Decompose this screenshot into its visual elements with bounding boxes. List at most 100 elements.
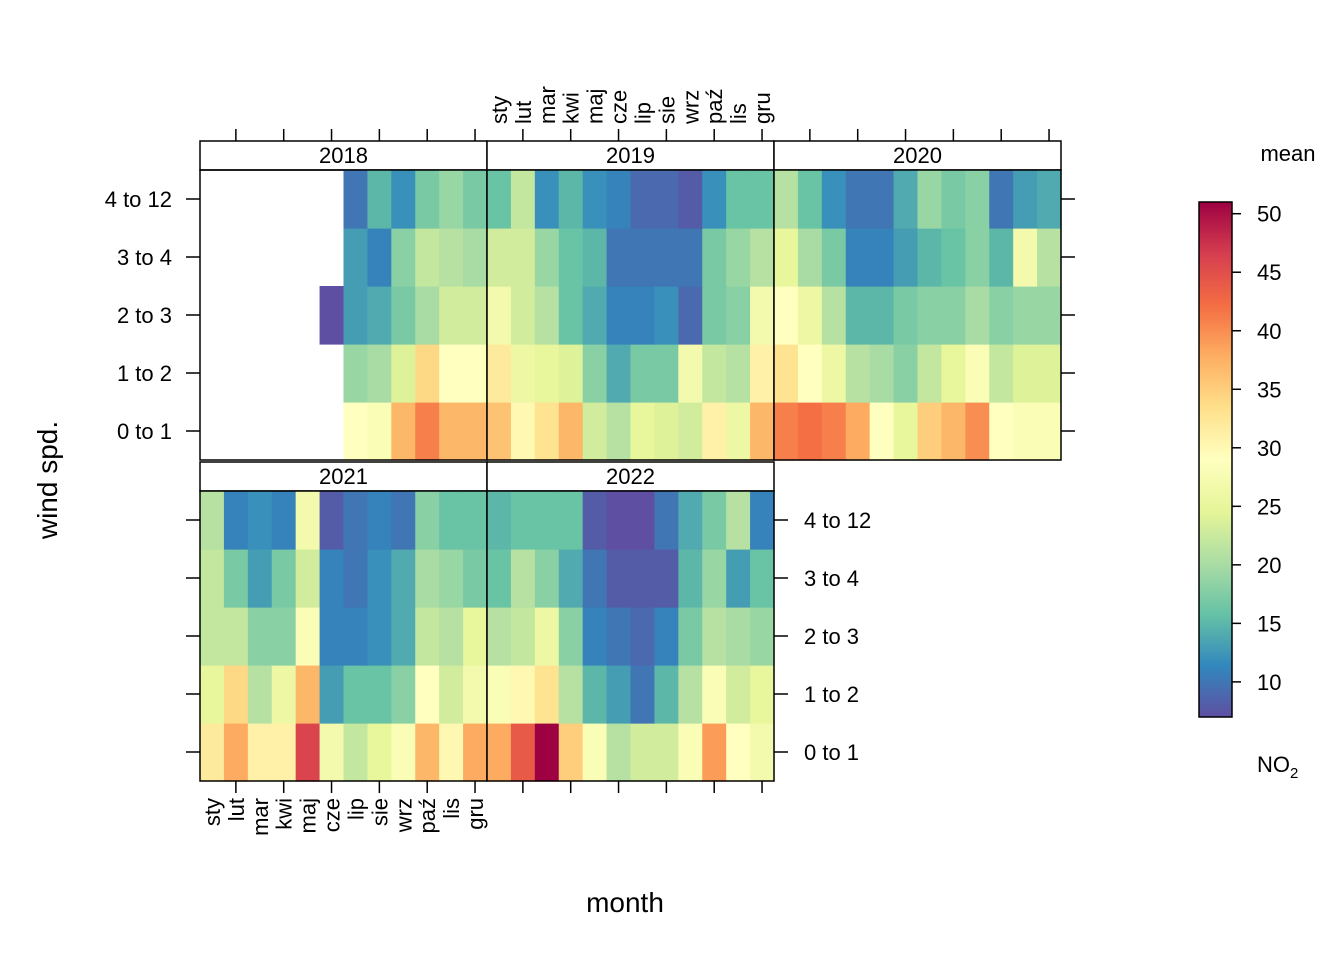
heatmap-cell — [223, 723, 249, 782]
heatmap-cell — [989, 228, 1014, 287]
heatmap-cell — [678, 549, 703, 608]
heatmap-panels: 2018 2019 2020 2021 2022 — [199, 140, 1062, 782]
legend-tick-label: 10 — [1257, 670, 1281, 695]
heatmap-cell — [869, 344, 895, 403]
heatmap-cell — [295, 491, 321, 550]
x-tick-label: wrz — [391, 798, 416, 833]
heatmap-cell — [415, 344, 440, 403]
heatmap-cell — [654, 491, 679, 550]
heatmap-cell — [463, 402, 488, 461]
heatmap-cell — [1013, 286, 1038, 345]
heatmap-cell — [606, 607, 632, 666]
heatmap-cell — [200, 549, 225, 608]
heatmap-cell — [391, 286, 416, 345]
heatmap-cell — [702, 228, 727, 287]
y-tick-label: 3 to 4 — [117, 245, 172, 270]
heatmap-cell — [1037, 402, 1062, 461]
heatmap-cell — [487, 402, 512, 461]
heatmap-cell — [463, 344, 488, 403]
heatmap-cell — [630, 491, 656, 550]
heatmap-cell — [582, 491, 608, 550]
heatmap-cell — [439, 607, 464, 666]
heatmap-cell — [726, 549, 751, 608]
heatmap-cell — [582, 228, 608, 287]
heatmap-cell — [271, 549, 297, 608]
heatmap-cell — [534, 402, 560, 461]
x-tick-label: gru — [463, 798, 488, 830]
heatmap-cell — [463, 549, 488, 608]
heatmap-cell — [582, 402, 608, 461]
heatmap-cell — [271, 723, 297, 782]
heatmap-cell — [750, 723, 775, 782]
heatmap-cell — [415, 491, 440, 550]
heatmap-cell — [1037, 286, 1062, 345]
heatmap-cell — [295, 549, 321, 608]
heatmap-cell — [391, 607, 416, 666]
heatmap-cell — [271, 607, 297, 666]
heatmap-cell — [367, 170, 392, 229]
heatmap-cell — [391, 228, 416, 287]
heatmap-cell — [200, 665, 225, 724]
heatmap-cell — [534, 723, 560, 782]
heatmap-cell — [367, 723, 392, 782]
x-tick-label: wrz — [678, 90, 703, 125]
panel-strip — [486, 461, 775, 492]
heatmap-cell — [487, 549, 512, 608]
y-axis-title: wind spd. — [32, 421, 63, 540]
heatmap-cell — [534, 344, 560, 403]
heatmap-cell — [726, 665, 751, 724]
x-tick-label: cze — [607, 90, 632, 124]
heatmap-cell — [247, 607, 273, 666]
heatmap-cell — [821, 170, 847, 229]
heatmap-cell — [917, 228, 943, 287]
heatmap-cell — [774, 344, 799, 403]
heatmap-cell — [582, 286, 608, 345]
heatmap-cell — [893, 402, 919, 461]
legend-pollutant-main: NO — [1257, 752, 1290, 777]
heatmap-cell — [654, 549, 679, 608]
panel-2022: 2022 — [486, 461, 775, 782]
heatmap-cell — [678, 344, 703, 403]
legend-tick-label: 50 — [1257, 202, 1281, 227]
heatmap-cell — [989, 286, 1014, 345]
heatmap-cell — [750, 286, 775, 345]
heatmap-cell — [487, 723, 512, 782]
legend-tick-label: 35 — [1257, 377, 1281, 402]
x-tick-label: sie — [654, 96, 679, 124]
heatmap-cell — [247, 491, 273, 550]
heatmap-cell — [630, 402, 656, 461]
heatmap-cell — [989, 170, 1014, 229]
panel-strip — [199, 140, 488, 171]
heatmap-cell — [510, 402, 536, 461]
heatmap-cell — [415, 607, 440, 666]
heatmap-cell — [200, 491, 225, 550]
heatmap-cell — [271, 665, 297, 724]
heatmap-cell — [1013, 402, 1038, 461]
heatmap-cell — [750, 549, 775, 608]
colour-legend: mean NO2 10 15 20 25 30 35 40 45 50 — [1198, 141, 1316, 782]
heatmap-cell — [845, 344, 871, 403]
heatmap-cell — [606, 344, 632, 403]
heatmap-cell — [654, 723, 679, 782]
heatmap-cell — [917, 170, 943, 229]
heatmap-cell — [367, 491, 392, 550]
heatmap-cell — [510, 549, 536, 608]
heatmap-cell — [319, 607, 345, 666]
heatmap-cell — [319, 286, 345, 345]
heatmap-cell — [702, 665, 727, 724]
heatmap-cell — [510, 607, 536, 666]
legend-tick-label: 20 — [1257, 553, 1281, 578]
heatmap-cell — [965, 228, 990, 287]
heatmap-cell — [678, 228, 703, 287]
legend-pollutant-label: NO2 — [1257, 752, 1298, 782]
heatmap-cell — [1037, 344, 1062, 403]
legend-tick-label: 25 — [1257, 494, 1281, 519]
heatmap-cell — [726, 607, 751, 666]
heatmap-cell — [487, 607, 512, 666]
legend-pollutant-subscript: 2 — [1290, 765, 1298, 782]
panel-2021: 2021 — [199, 461, 488, 782]
heatmap-cell — [941, 344, 966, 403]
heatmap-cell — [774, 228, 799, 287]
y-tick-label: 4 to 12 — [804, 508, 871, 533]
